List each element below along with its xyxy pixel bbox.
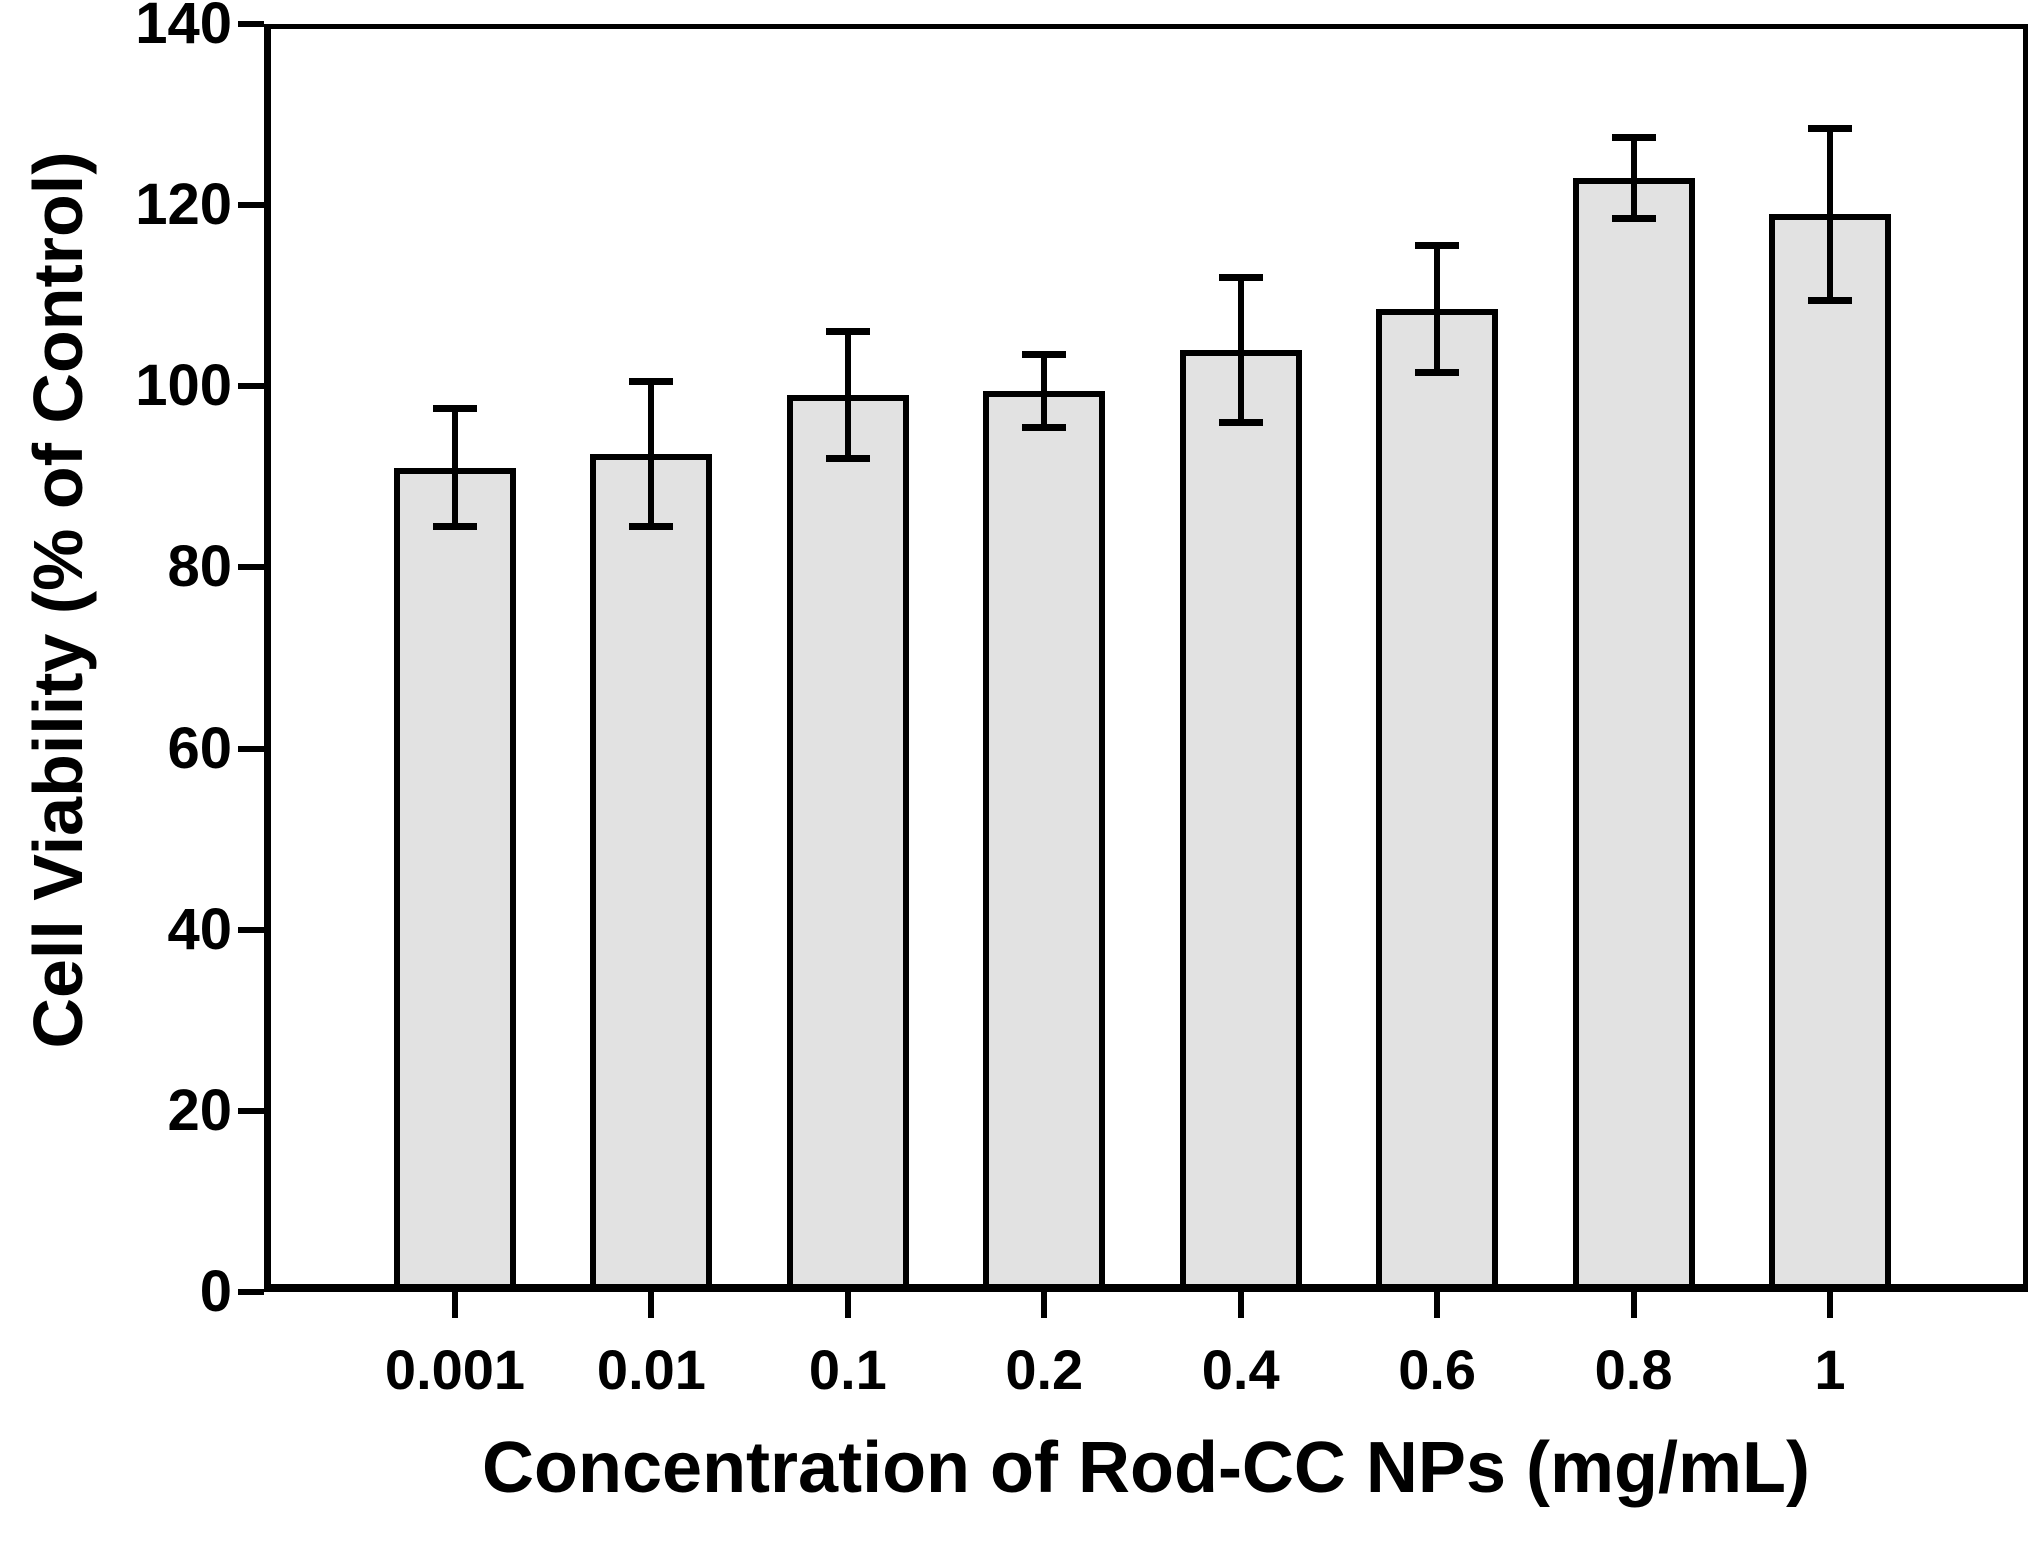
error-bar-cap-bottom [433, 523, 477, 531]
y-tick-label: 120 [135, 172, 232, 238]
error-bar-cap-top [629, 378, 674, 386]
bar-0.1 [786, 395, 909, 1292]
error-bar-cap-bottom [629, 523, 674, 531]
x-tick-label: 0.01 [596, 1338, 706, 1401]
y-tick-mark [238, 21, 264, 27]
error-bar-cap-top [1218, 274, 1263, 282]
y-tick-mark [238, 1107, 264, 1114]
y-tick-label: 100 [135, 353, 232, 419]
y-tick-mark [238, 383, 264, 390]
y-tick-label: 80 [167, 534, 232, 600]
x-tick-mark [452, 1292, 458, 1318]
y-tick-label: 20 [167, 1077, 232, 1143]
error-bar-stem [1630, 137, 1637, 219]
x-tick-mark [1827, 1292, 1833, 1318]
bar-0.2 [983, 390, 1106, 1292]
bar-0.001 [394, 467, 516, 1292]
error-bar-stem [844, 331, 851, 459]
x-tick-label: 0.001 [384, 1338, 526, 1401]
bar-0.4 [1179, 350, 1302, 1292]
bar-0.8 [1572, 177, 1695, 1292]
y-tick-mark [238, 926, 264, 933]
error-bar-cap-top [433, 405, 477, 413]
x-tick-label: 0.4 [1201, 1338, 1280, 1401]
x-tick-mark [1041, 1292, 1048, 1318]
bar-0.01 [590, 454, 713, 1292]
error-bar-cap-top [1808, 124, 1852, 132]
x-tick-label: 0.6 [1398, 1338, 1477, 1401]
bar-0.6 [1376, 309, 1499, 1292]
error-bar-stem [1237, 277, 1244, 423]
y-tick-mark [238, 564, 264, 571]
error-bar-stem [648, 381, 655, 527]
x-tick-label: 1 [1814, 1338, 1846, 1401]
x-tick-mark [1434, 1292, 1441, 1318]
error-bar-cap-bottom [1808, 296, 1852, 304]
y-tick-label: 140 [135, 0, 232, 56]
y-tick-label: 40 [167, 896, 232, 962]
y-tick-label: 0 [199, 1259, 232, 1324]
x-axis-title: Concentration of Rod-CC NPs (mg/mL) [482, 1428, 1810, 1508]
x-tick-mark [1630, 1292, 1637, 1318]
y-tick-mark [238, 202, 264, 209]
x-tick-label: 0.1 [808, 1338, 887, 1401]
x-tick-mark [844, 1292, 851, 1318]
x-tick-label: 0.8 [1594, 1338, 1673, 1401]
error-bar-stem [1434, 245, 1441, 373]
error-bar-cap-top [1415, 242, 1460, 250]
error-bar-stem [452, 408, 458, 527]
error-bar-cap-bottom [825, 455, 870, 463]
x-tick-mark [1237, 1292, 1244, 1318]
error-bar-cap-top [825, 328, 870, 336]
y-tick-mark [238, 1289, 264, 1295]
x-tick-mark [648, 1292, 655, 1318]
y-tick-label: 60 [167, 715, 232, 781]
error-bar-stem [1041, 354, 1048, 428]
error-bar-cap-top [1022, 351, 1067, 359]
error-bar-cap-top [1611, 133, 1656, 141]
error-bar-cap-bottom [1415, 369, 1460, 377]
y-tick-mark [238, 745, 264, 752]
bar-1 [1769, 214, 1891, 1292]
error-bar-stem [1827, 128, 1833, 301]
error-bar-cap-bottom [1611, 215, 1656, 223]
error-bar-cap-bottom [1218, 419, 1263, 426]
plot-frame [264, 24, 2028, 1292]
error-bar-cap-bottom [1022, 423, 1067, 431]
x-tick-label: 0.2 [1005, 1338, 1084, 1401]
